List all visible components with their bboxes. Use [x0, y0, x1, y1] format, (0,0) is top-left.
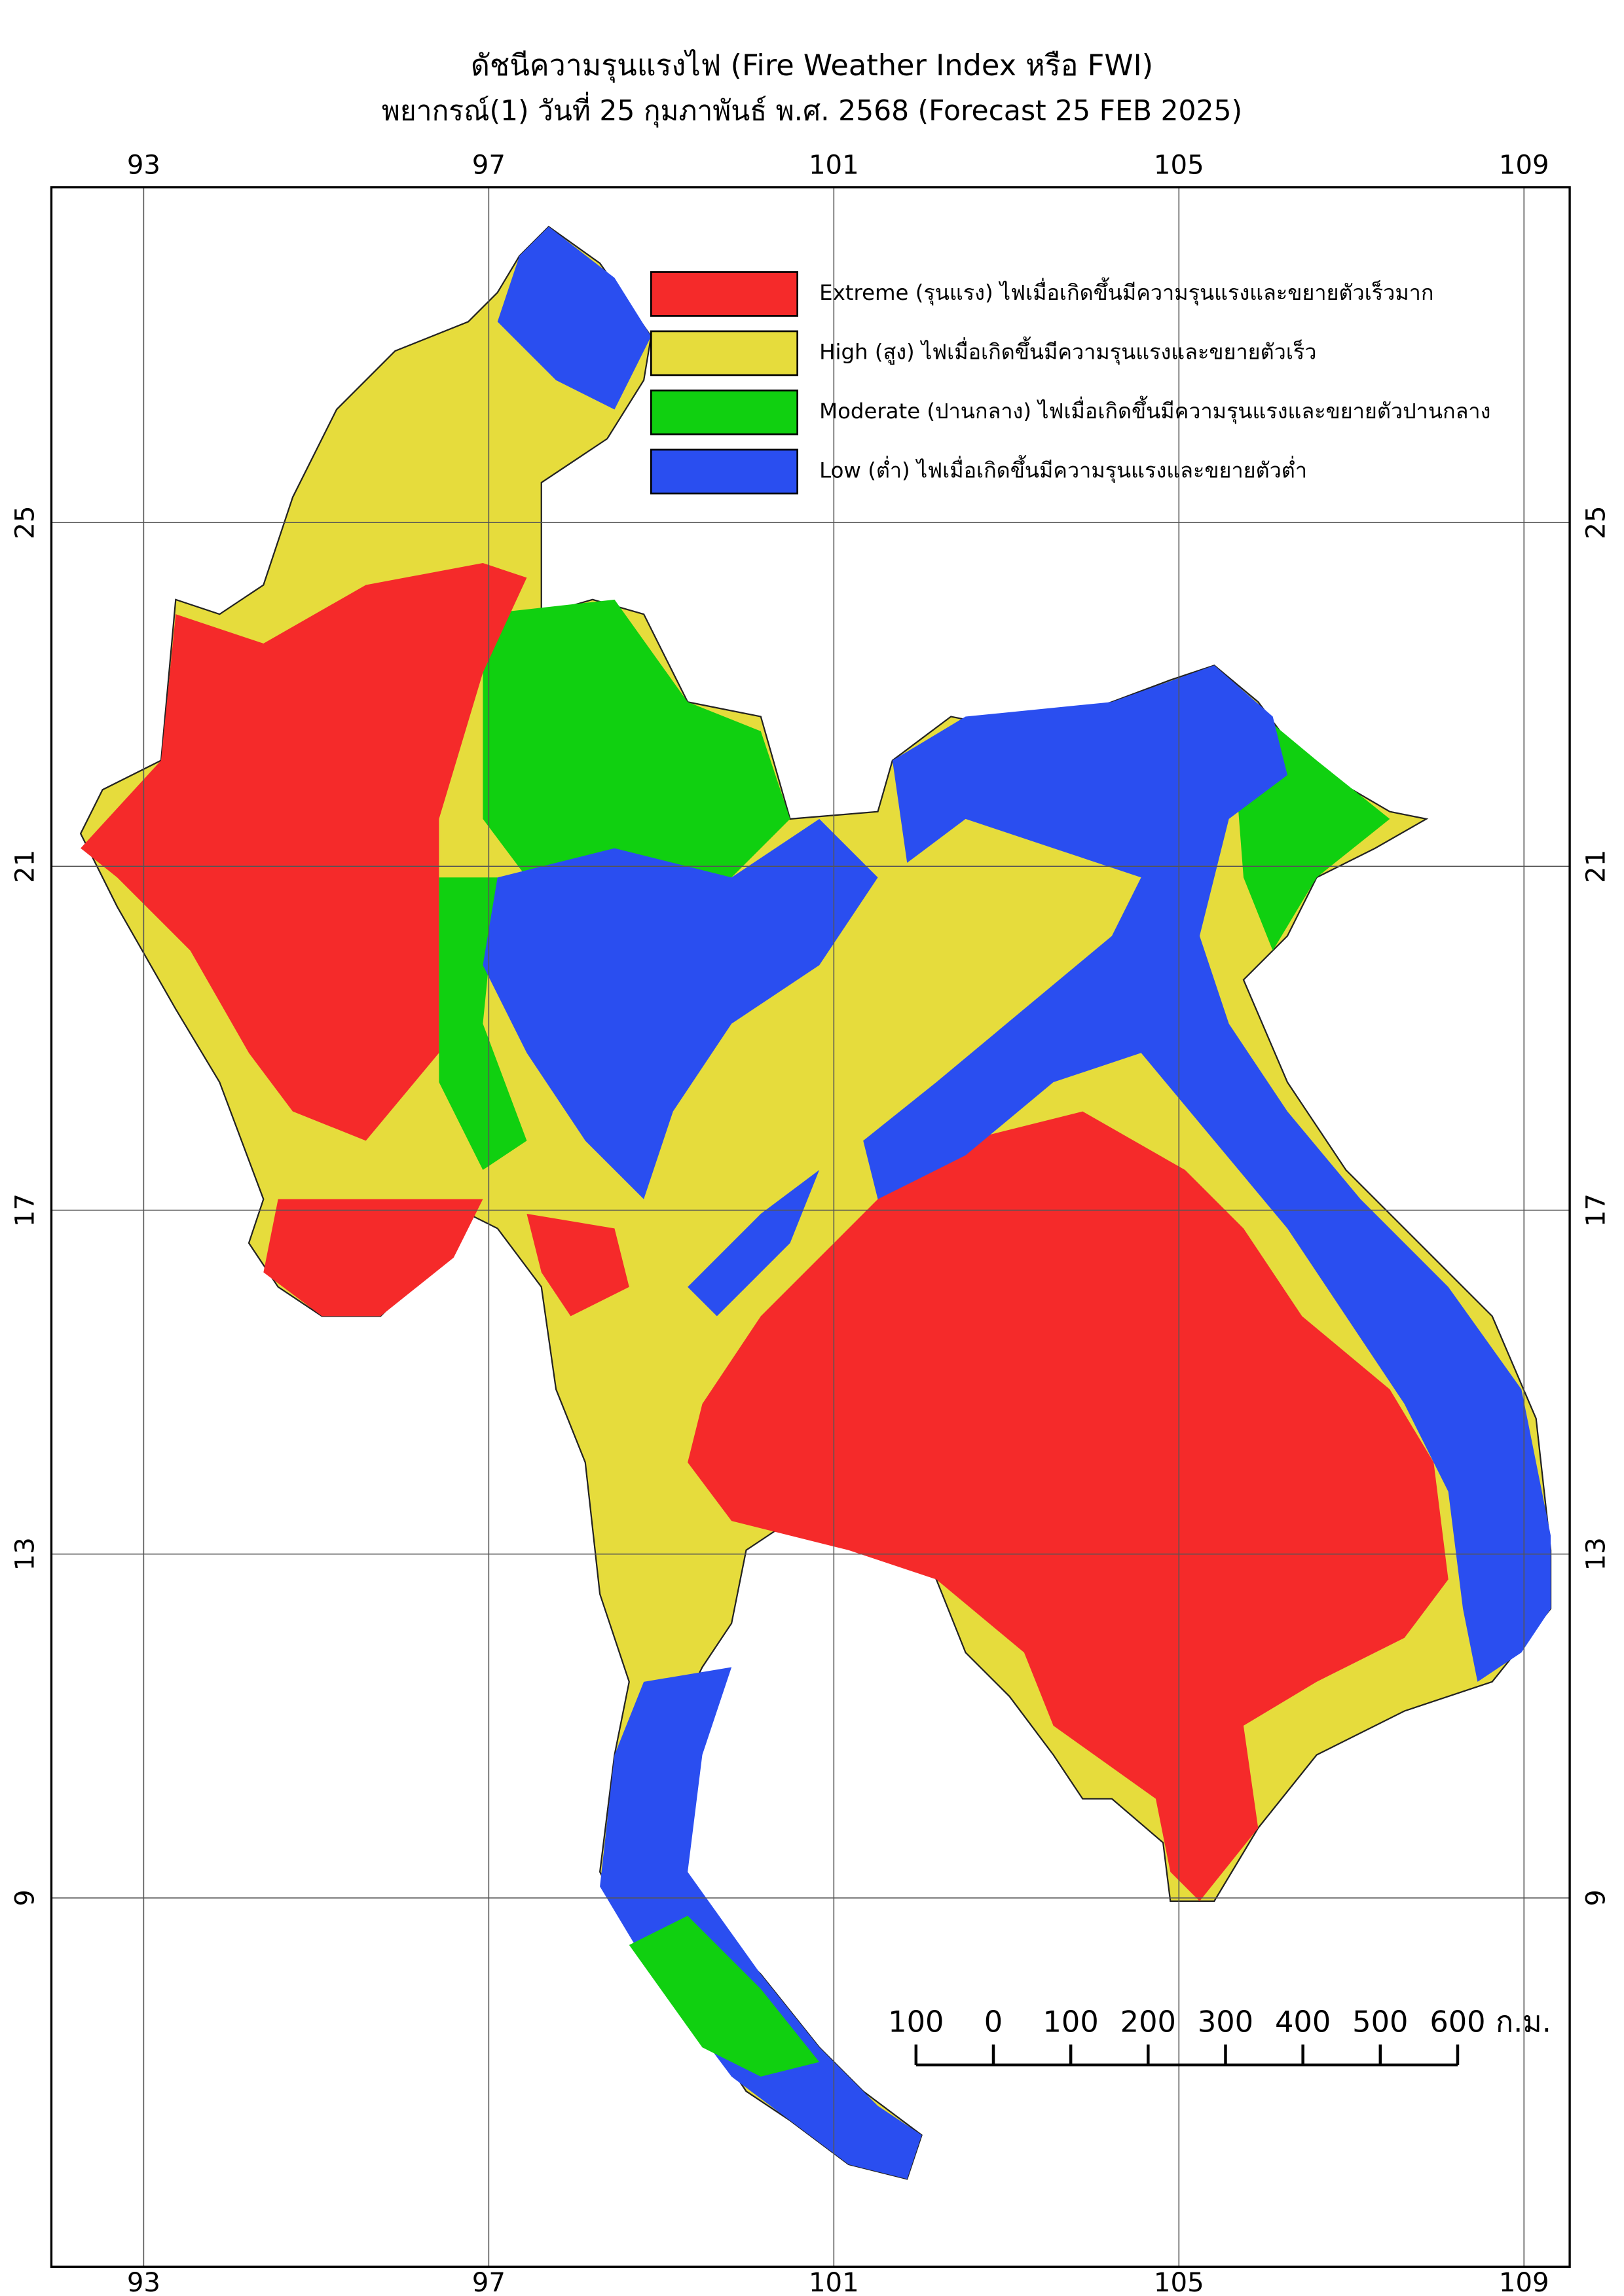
- region-moderate: [629, 1916, 820, 2077]
- lon-label: 101: [809, 151, 859, 181]
- lon-label: 105: [1154, 151, 1204, 181]
- lon-label: 97: [472, 151, 506, 181]
- lat-label: 17: [1581, 1194, 1612, 1227]
- region-moderate: [483, 599, 790, 878]
- region-low: [863, 665, 1551, 1682]
- region-low: [497, 227, 652, 410]
- scale-label: 600: [1430, 2005, 1485, 2039]
- lat-label: 13: [1581, 1537, 1612, 1571]
- lat-label: 21: [1581, 850, 1612, 883]
- legend-swatch: [650, 448, 799, 495]
- region-extreme: [81, 562, 527, 1141]
- map-frame: [50, 186, 1571, 2269]
- scale-label: 300: [1198, 2005, 1253, 2039]
- map-subtitle: พยากรณ์(1) วันที่ 25 กุมภาพันธ์ พ.ศ. 256…: [382, 91, 1242, 128]
- lon-label: 101: [809, 2268, 859, 2296]
- legend: Extreme (รุนแรง) ไฟเมื่อเกิดขึ้นมีความรุ…: [650, 271, 1490, 495]
- legend-label: Moderate (ปานกลาง) ไฟเมื่อเกิดขึ้นมีความ…: [819, 395, 1490, 424]
- lat-label: 25: [1581, 505, 1612, 539]
- lon-label: 97: [472, 2268, 506, 2296]
- lat-label: 25: [10, 505, 40, 539]
- legend-swatch: [650, 271, 799, 317]
- lat-label: 13: [10, 1537, 40, 1571]
- scale-label: 400: [1275, 2005, 1331, 2039]
- lon-label: 93: [127, 151, 160, 181]
- lat-label: 9: [1581, 1889, 1612, 1906]
- scale-label: 200: [1120, 2005, 1176, 2039]
- legend-swatch: [650, 390, 799, 435]
- region-moderate: [439, 877, 527, 1171]
- land: [79, 225, 1552, 2180]
- lon-label: 105: [1154, 2268, 1204, 2296]
- region-low: [600, 1667, 922, 2179]
- region-extreme: [688, 1111, 1449, 1901]
- lon-label: 109: [1499, 151, 1549, 181]
- region-low: [688, 1170, 820, 1317]
- graticule: 93 93 97 97 101 101 105 105 109 109 25 25 21 21 17 17 13…: [10, 151, 1611, 2296]
- legend-label: High (สูง) ไฟเมื่อเกิดขึ้นมีความรุนแรงแล…: [819, 336, 1316, 365]
- legend-label: Low (ต่ำ) ไฟเมื่อเกิดขึ้นมีความรุนแรงและ…: [819, 454, 1307, 483]
- scale-bar: 100 0 100 200 300 400 500 600 ก.ม.: [888, 2005, 1551, 2067]
- region-low: [483, 818, 878, 1199]
- region-extreme: [263, 1199, 483, 1317]
- lon-label: 93: [127, 2268, 160, 2296]
- lat-label: 9: [10, 1889, 40, 1906]
- scale-label: 100: [888, 2005, 944, 2039]
- scale-unit: ก.ม.: [1496, 2005, 1551, 2039]
- legend-label: Extreme (รุนแรง) ไฟเมื่อเกิดขึ้นมีความรุ…: [819, 277, 1433, 306]
- lat-label: 21: [10, 850, 40, 883]
- scale-label: 100: [1043, 2005, 1099, 2039]
- region-extreme: [526, 1214, 629, 1317]
- lat-label: 17: [10, 1194, 40, 1227]
- map-title: ดัชนีความรุนแรงไฟ (Fire Weather Index หร…: [471, 48, 1153, 83]
- scale-label: 0: [984, 2005, 1003, 2039]
- scale-label: 500: [1352, 2005, 1408, 2039]
- legend-swatch: [650, 330, 799, 376]
- lon-label: 109: [1499, 2268, 1549, 2296]
